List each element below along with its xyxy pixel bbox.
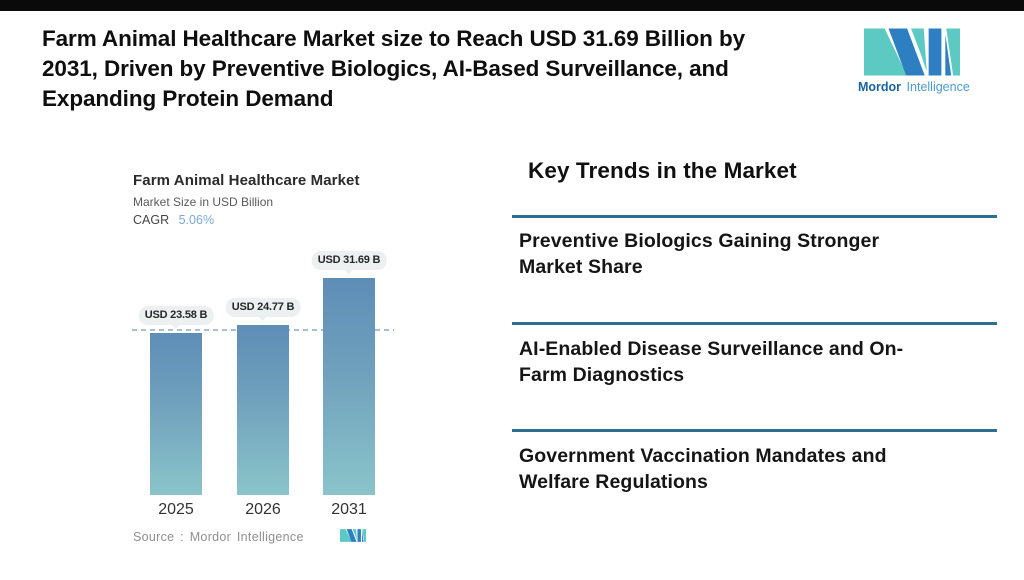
chart-subtitle: Market Size in USD Billion (133, 195, 274, 209)
bar-value-pill: USD 24.77 B (225, 298, 301, 318)
chart-brand-mini-icon (340, 529, 366, 542)
chart-title: Farm Animal Healthcare Market (133, 172, 360, 189)
brand-name-bold: Mordor (858, 80, 902, 94)
page-title-line: Farm Animal Healthcare Market size to Re… (42, 26, 746, 51)
trend-divider (512, 429, 997, 432)
cagr-label: CAGR (133, 213, 170, 227)
mordor-logo-icon (864, 28, 960, 76)
page-title: Farm Animal Healthcare Market size to Re… (42, 24, 872, 114)
bar-2026 (237, 325, 289, 495)
top-accent-bar (0, 0, 1024, 11)
bar-2025 (150, 333, 202, 495)
bar-year-label: 2031 (331, 501, 367, 518)
brand-logo: Mordor Intelligence (858, 28, 978, 94)
chart-cagr: CAGR 5.06% (133, 213, 214, 227)
trend-item-line: Government Vaccination Mandates and (519, 445, 887, 467)
brand-name-light: Intelligence (906, 80, 970, 94)
trend-item-3: Government Vaccination Mandates and Welf… (519, 443, 989, 495)
trend-divider (512, 322, 997, 325)
trend-divider (512, 215, 997, 218)
trend-item-line: Market Share (519, 256, 643, 278)
bar-value-pill: USD 23.58 B (138, 306, 214, 326)
chart-source: Source : Mordor Intelligence (133, 530, 304, 544)
bar-value-pill: USD 31.69 B (311, 250, 387, 270)
trend-item-1: Preventive Biologics Gaining Stronger Ma… (519, 228, 989, 280)
page-title-line: Expanding Protein Demand (42, 86, 334, 111)
bar-group-2031: USD 31.69 B 2031 (311, 250, 387, 518)
bar-group-2025: USD 23.58 B 2025 (138, 250, 214, 518)
cagr-value: 5.06% (178, 213, 215, 227)
bar-chart-plot: USD 23.58 B 2025 USD 24.77 B 2026 USD 31… (132, 250, 404, 518)
bar-group-2026: USD 24.77 B 2026 (225, 250, 301, 518)
trend-item-line: Farm Diagnostics (519, 364, 685, 386)
trend-item-line: Preventive Biologics Gaining Stronger (519, 230, 880, 252)
trend-item-2: AI-Enabled Disease Surveillance and On- … (519, 336, 989, 388)
bar-year-label: 2025 (158, 501, 194, 518)
bar-year-label: 2026 (245, 501, 281, 518)
trend-item-line: AI-Enabled Disease Surveillance and On- (519, 338, 904, 360)
trends-heading: Key Trends in the Market (528, 158, 797, 183)
page-title-line: 2031, Driven by Preventive Biologics, AI… (42, 56, 729, 81)
brand-name: Mordor Intelligence (858, 80, 978, 94)
bar-2031 (323, 277, 375, 495)
trend-item-line: Welfare Regulations (519, 471, 708, 493)
